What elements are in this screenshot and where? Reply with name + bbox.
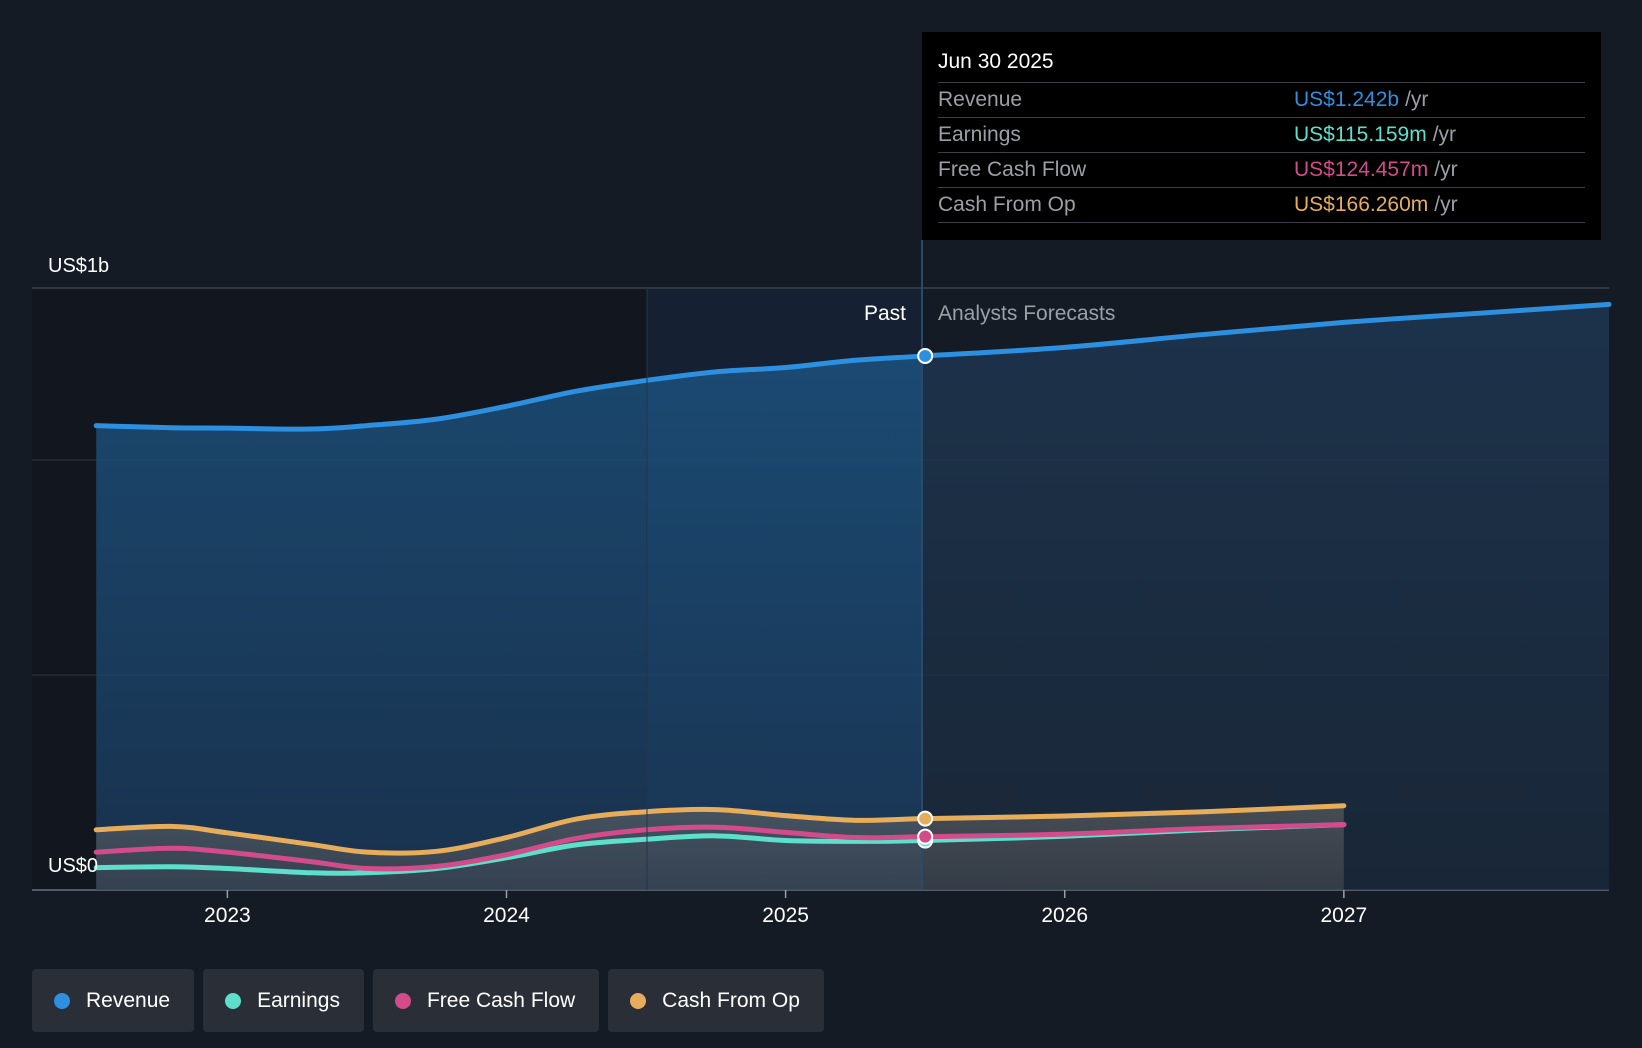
tooltip-label: Cash From Op bbox=[938, 193, 1076, 216]
legend-item-earnings[interactable]: Earnings bbox=[203, 969, 364, 1032]
revenue-marker bbox=[917, 347, 934, 364]
tooltip-label: Earnings bbox=[938, 123, 1021, 146]
tooltip-value: US$124.457m bbox=[1294, 158, 1429, 181]
x-tick-label: 2025 bbox=[762, 904, 809, 927]
legend-label: Earnings bbox=[257, 988, 340, 1012]
x-tick-label: 2023 bbox=[204, 904, 251, 927]
legend-label: Cash From Op bbox=[662, 988, 800, 1012]
free-cash-flow-marker bbox=[917, 828, 934, 845]
legend: Revenue Earnings Free Cash Flow Cash Fro… bbox=[32, 969, 824, 1032]
tooltip-unit: /yr bbox=[1432, 123, 1457, 146]
legend-item-revenue[interactable]: Revenue bbox=[32, 969, 195, 1032]
tooltip-unit: /yr bbox=[1434, 193, 1458, 216]
legend-item-cash-from-op[interactable]: Cash From Op bbox=[608, 969, 824, 1032]
tooltip-panel: Jun 30 2025 Revenue US$1.242b /yr Earnin… bbox=[922, 32, 1601, 240]
legend-dot-icon bbox=[630, 992, 647, 1009]
legend-label: Free Cash Flow bbox=[426, 988, 576, 1012]
legend-dot-icon bbox=[225, 992, 242, 1009]
legend-dot-icon bbox=[394, 992, 411, 1009]
tooltip-row-revenue: Revenue US$1.242b /yr bbox=[938, 83, 1585, 118]
tooltip-row-cash-from-op: Cash From Op US$166.260m /yr bbox=[938, 188, 1585, 223]
tooltip-row-free-cash-flow: Free Cash Flow US$124.457m /yr bbox=[938, 153, 1585, 188]
free-cash-flow-line bbox=[93, 822, 1347, 872]
y-axis-bottom-label: US$0 bbox=[48, 855, 98, 877]
legend-dot-icon bbox=[54, 992, 70, 1009]
y-axis-top-label: US$1b bbox=[48, 255, 109, 277]
tooltip-value: US$166.260m bbox=[1294, 193, 1429, 216]
revenue-area-past bbox=[96, 356, 922, 890]
past-label: Past bbox=[864, 302, 906, 325]
x-tick-label: 2026 bbox=[1041, 904, 1088, 927]
tooltip-label: Free Cash Flow bbox=[938, 158, 1087, 181]
legend-label: Revenue bbox=[86, 988, 171, 1012]
tooltip-unit: /yr bbox=[1434, 158, 1458, 181]
tooltip-label: Revenue bbox=[938, 88, 1023, 111]
forecast-label: Analysts Forecasts bbox=[938, 302, 1115, 325]
tooltip-value: US$1.242b bbox=[1294, 88, 1400, 111]
revenue-line bbox=[93, 301, 1612, 432]
legend-item-free-cash-flow[interactable]: Free Cash Flow bbox=[372, 969, 600, 1032]
revenue-area-forecast bbox=[922, 304, 1609, 890]
tooltip-row-earnings: Earnings US$115.159m /yr bbox=[938, 118, 1585, 153]
x-tick-label: 2027 bbox=[1320, 904, 1367, 927]
tooltip-value: US$115.159m bbox=[1294, 123, 1427, 146]
cash-from-op-marker bbox=[917, 810, 934, 827]
x-tick-label: 2024 bbox=[483, 904, 530, 927]
tooltip-unit: /yr bbox=[1405, 88, 1429, 111]
tooltip-date: Jun 30 2025 bbox=[938, 46, 1585, 83]
cash-from-op-line bbox=[93, 803, 1347, 856]
